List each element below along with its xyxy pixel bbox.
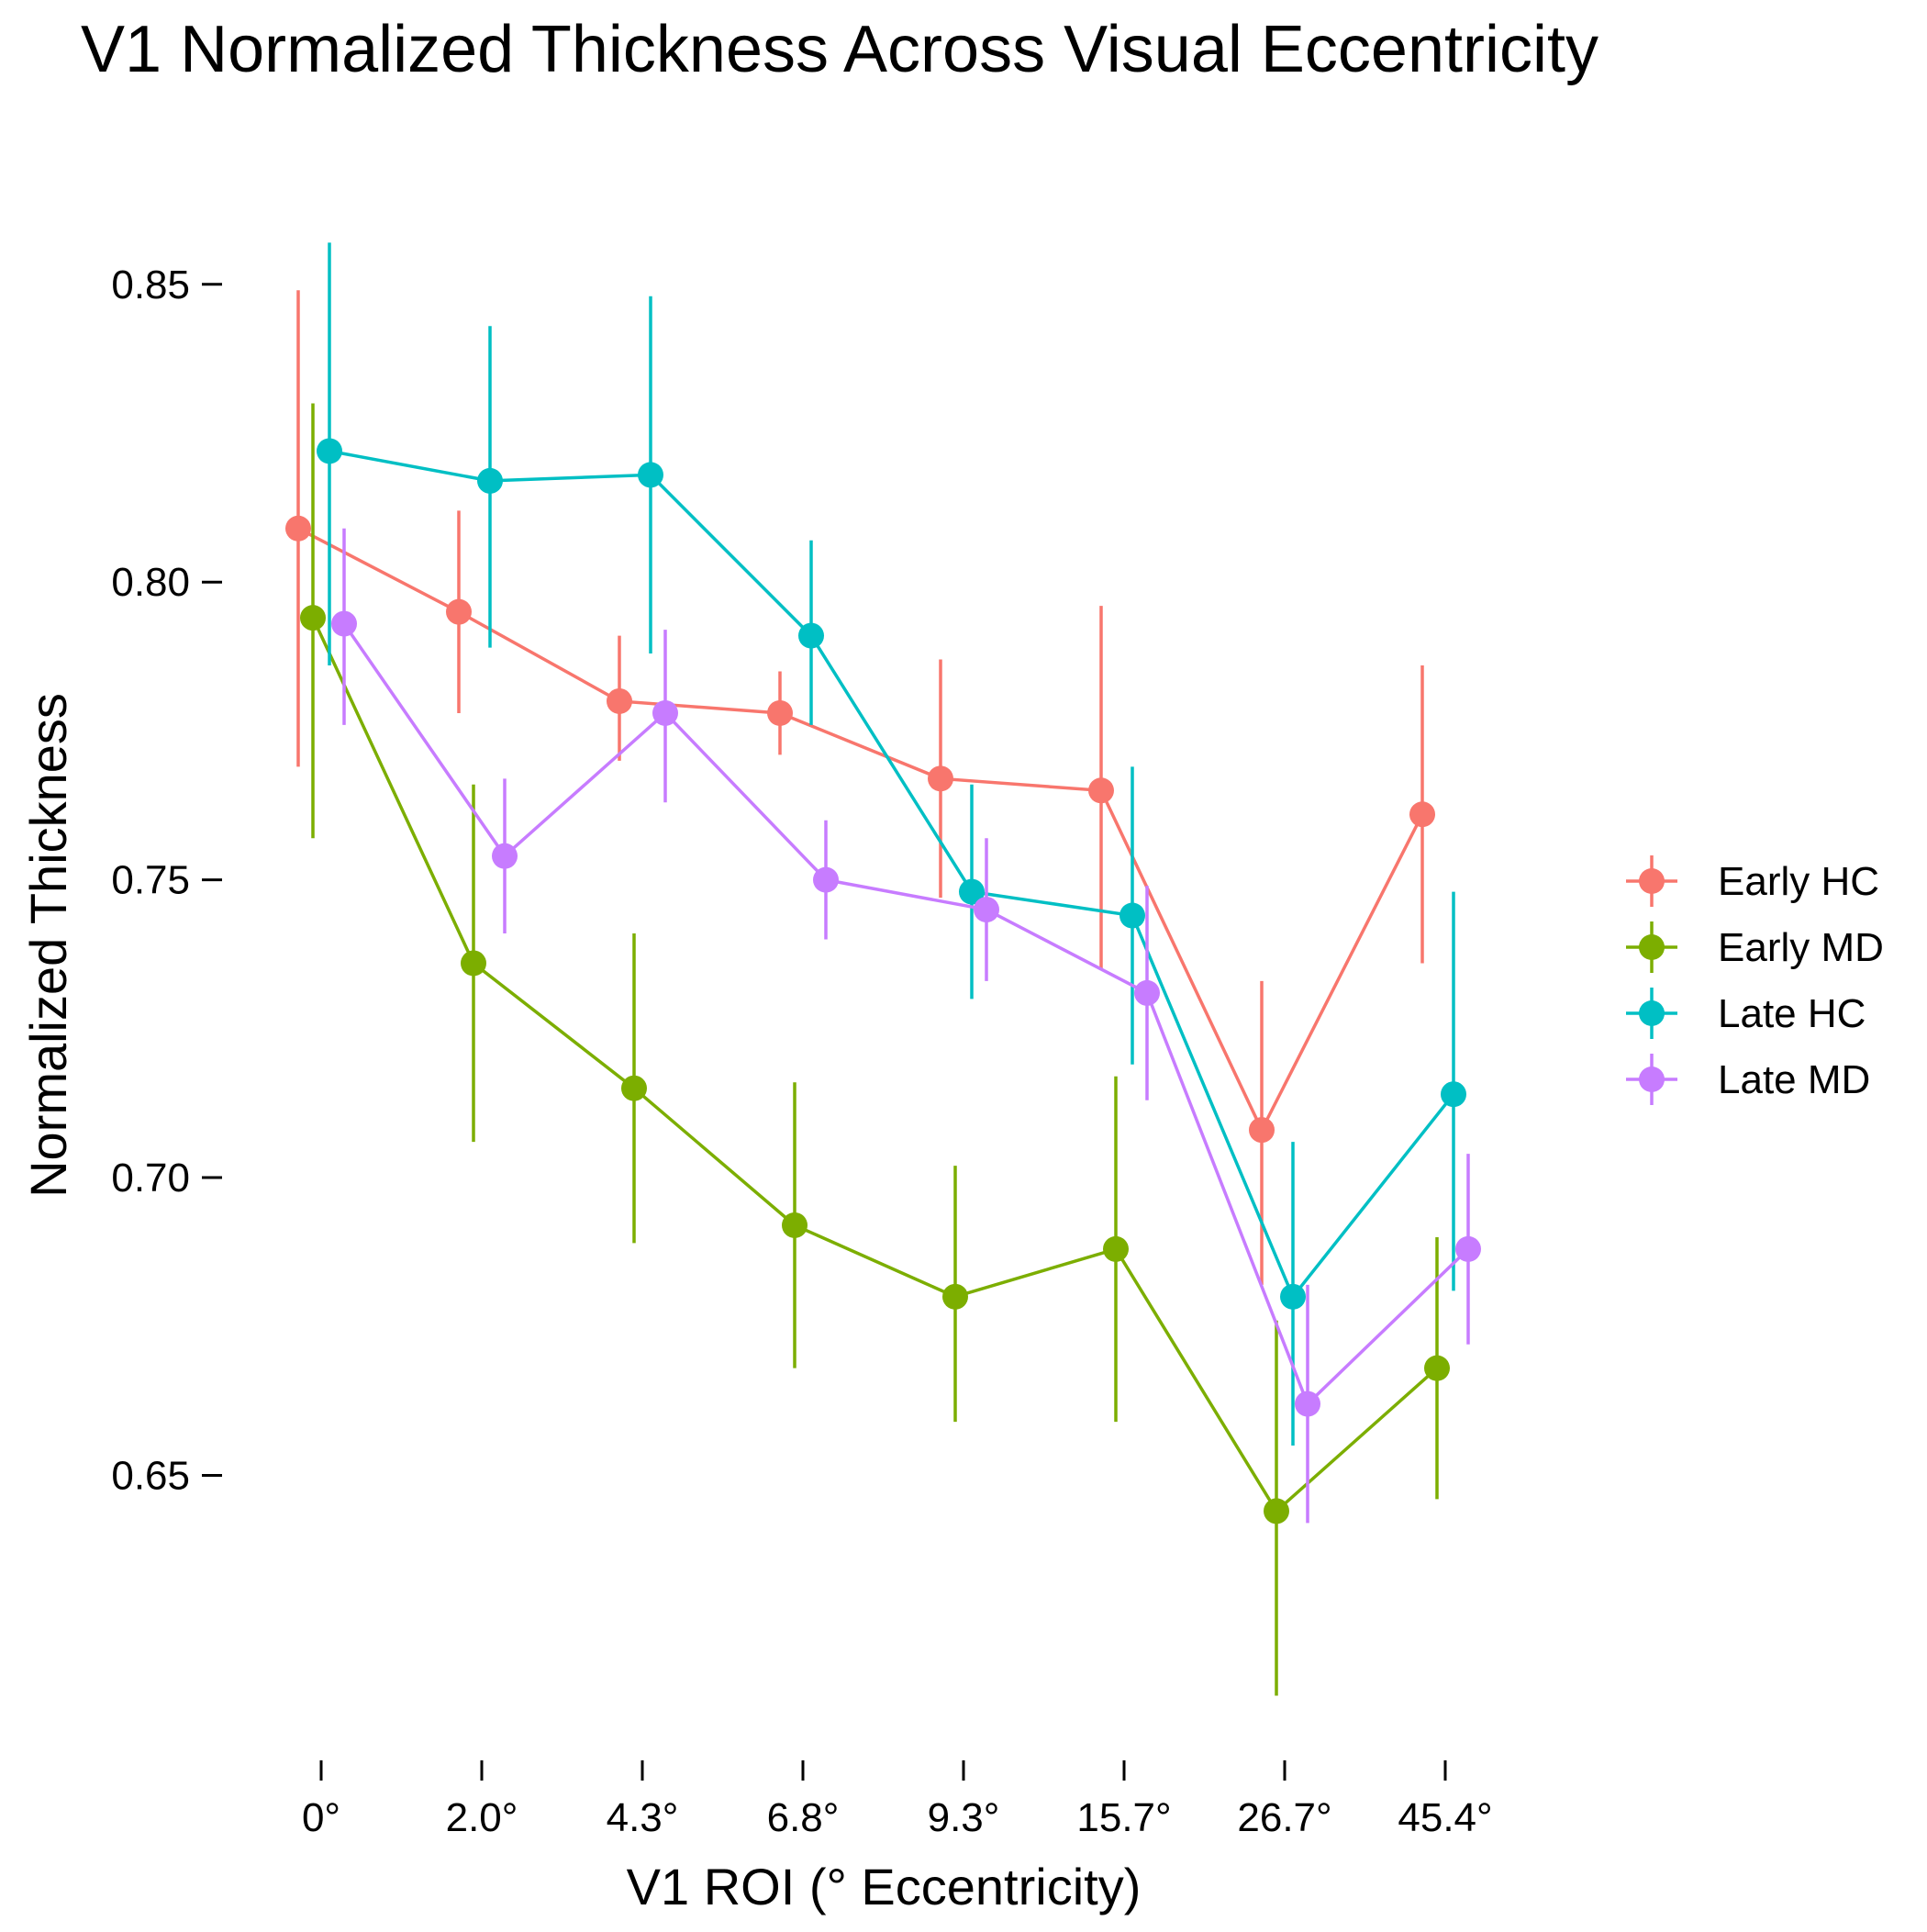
data-point (942, 1283, 968, 1310)
legend-label: Late HC (1718, 991, 1866, 1036)
data-point (638, 462, 663, 488)
data-point (798, 622, 824, 649)
legend-key-point (1639, 1000, 1665, 1026)
data-point (928, 765, 953, 792)
data-point (652, 699, 678, 726)
data-point (1409, 801, 1435, 828)
series-early-md (300, 403, 1450, 1696)
series-early-hc (285, 290, 1435, 1285)
data-point (461, 950, 486, 977)
data-point (477, 467, 503, 494)
data-point (1280, 1283, 1306, 1310)
y-tick-label: 0.80 (111, 560, 190, 605)
data-point (607, 687, 632, 714)
x-tick-label: 26.7° (1237, 1795, 1331, 1840)
chart-title: V1 Normalized Thickness Across Visual Ec… (81, 13, 1598, 86)
y-tick-label: 0.85 (111, 262, 190, 307)
series-late-hc (317, 242, 1466, 1446)
series-line (342, 622, 1470, 1407)
y-tick-label: 0.65 (111, 1453, 190, 1498)
data-point (317, 438, 342, 464)
data-point (1295, 1390, 1320, 1417)
x-tick-label: 9.3° (928, 1795, 1000, 1840)
x-tick-label: 45.4° (1398, 1795, 1492, 1840)
data-point (446, 598, 472, 625)
legend-key-point (1639, 934, 1665, 960)
series-line (297, 527, 1424, 1134)
series-line (311, 617, 1439, 1514)
legend: Early HC Early MD Late HC Late MD (1626, 855, 1884, 1105)
data-point (1441, 1081, 1466, 1108)
x-tick-label: 4.3° (607, 1795, 679, 1840)
legend-label: Early MD (1718, 925, 1884, 970)
legend-key-point (1639, 868, 1665, 894)
legend-key-point (1639, 1067, 1665, 1092)
x-axis: 0° 2.0° 4.3° 6.8° 9.3° 15.7° 26.7° 45.4° (302, 1760, 1493, 1840)
legend-item: Late HC (1626, 988, 1866, 1039)
data-point (492, 843, 518, 869)
data-point (1119, 902, 1145, 929)
data-point (1088, 777, 1114, 804)
data-point (974, 897, 999, 923)
x-axis-title: V1 ROI (° Eccentricity) (627, 1858, 1142, 1915)
data-point (1103, 1235, 1129, 1262)
data-point (1455, 1235, 1481, 1262)
y-tick-label: 0.70 (111, 1156, 190, 1201)
data-point (1134, 979, 1160, 1006)
y-axis: 0.65 0.70 0.75 0.80 0.85 (111, 262, 222, 1498)
data-point (1249, 1117, 1275, 1144)
legend-item: Early HC (1626, 855, 1879, 907)
series-late-md (331, 528, 1481, 1524)
x-tick-label: 15.7° (1076, 1795, 1171, 1840)
data-point (331, 610, 357, 637)
x-tick-label: 6.8° (767, 1795, 840, 1840)
data-point (621, 1075, 647, 1101)
data-point (959, 878, 985, 905)
data-point (782, 1212, 808, 1238)
legend-item: Late MD (1626, 1054, 1870, 1105)
legend-label: Late MD (1718, 1057, 1870, 1102)
data-point (285, 515, 311, 542)
data-point (1424, 1355, 1450, 1381)
data-point (1264, 1498, 1289, 1524)
y-tick-label: 0.75 (111, 858, 190, 903)
x-tick-label: 2.0° (446, 1795, 518, 1840)
legend-item: Early MD (1626, 921, 1884, 973)
legend-label: Early HC (1718, 859, 1879, 904)
data-point (767, 699, 793, 726)
x-tick-label: 0° (302, 1795, 340, 1840)
data-point (813, 866, 839, 893)
plot-area (285, 242, 1481, 1696)
y-axis-title: Normalized Thickness (19, 693, 77, 1198)
series-line (329, 449, 1455, 1301)
data-point (300, 605, 326, 631)
